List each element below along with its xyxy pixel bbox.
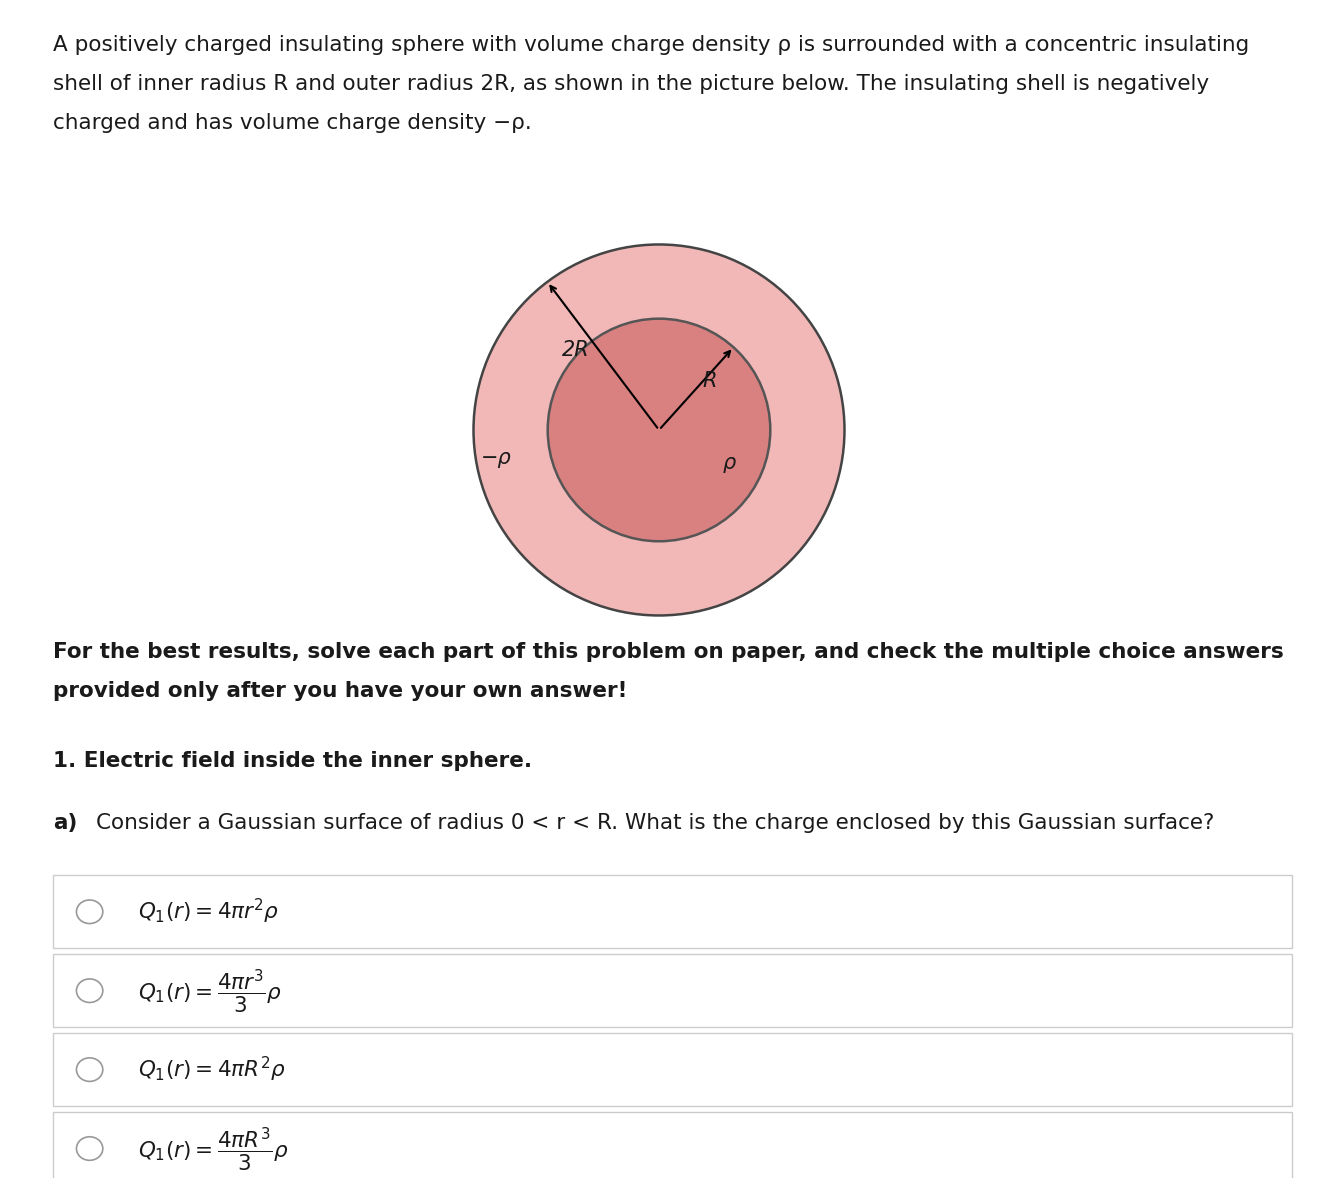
Text: R: R: [702, 371, 717, 391]
Text: ρ: ρ: [722, 454, 737, 474]
Text: charged and has volume charge density −ρ.: charged and has volume charge density −ρ…: [53, 113, 531, 133]
Circle shape: [473, 245, 845, 615]
Text: provided only after you have your own answer!: provided only after you have your own an…: [53, 681, 627, 701]
Text: $Q_1(r) = \dfrac{4\pi r^3}{3} \rho$: $Q_1(r) = \dfrac{4\pi r^3}{3} \rho$: [138, 967, 282, 1014]
Text: $Q_1(r) = 4\pi R^2 \rho$: $Q_1(r) = 4\pi R^2 \rho$: [138, 1055, 286, 1084]
FancyBboxPatch shape: [53, 875, 1292, 948]
Text: a): a): [53, 813, 76, 833]
Circle shape: [76, 900, 103, 924]
Text: For the best results, solve each part of this problem on paper, and check the mu: For the best results, solve each part of…: [53, 642, 1284, 662]
Text: Consider a Gaussian surface of radius 0 < r < R. What is the charge enclosed by : Consider a Gaussian surface of radius 0 …: [96, 813, 1215, 833]
Text: 2R: 2R: [561, 340, 589, 360]
FancyBboxPatch shape: [53, 1112, 1292, 1178]
Text: shell of inner radius R and outer radius 2R, as shown in the picture below. The : shell of inner radius R and outer radius…: [53, 74, 1209, 94]
Circle shape: [76, 1058, 103, 1081]
FancyBboxPatch shape: [53, 1033, 1292, 1106]
Circle shape: [548, 319, 770, 541]
Text: −ρ: −ρ: [480, 448, 511, 468]
Text: $Q_1(r) = \dfrac{4\pi R^3}{3} \rho$: $Q_1(r) = \dfrac{4\pi R^3}{3} \rho$: [138, 1125, 289, 1172]
Circle shape: [76, 1137, 103, 1160]
Circle shape: [76, 979, 103, 1002]
Text: A positively charged insulating sphere with volume charge density ρ is surrounde: A positively charged insulating sphere w…: [53, 35, 1249, 55]
Text: 1. Electric field inside the inner sphere.: 1. Electric field inside the inner spher…: [53, 750, 532, 770]
FancyBboxPatch shape: [53, 954, 1292, 1027]
Text: $Q_1(r) = 4\pi r^2 \rho$: $Q_1(r) = 4\pi r^2 \rho$: [138, 898, 279, 926]
